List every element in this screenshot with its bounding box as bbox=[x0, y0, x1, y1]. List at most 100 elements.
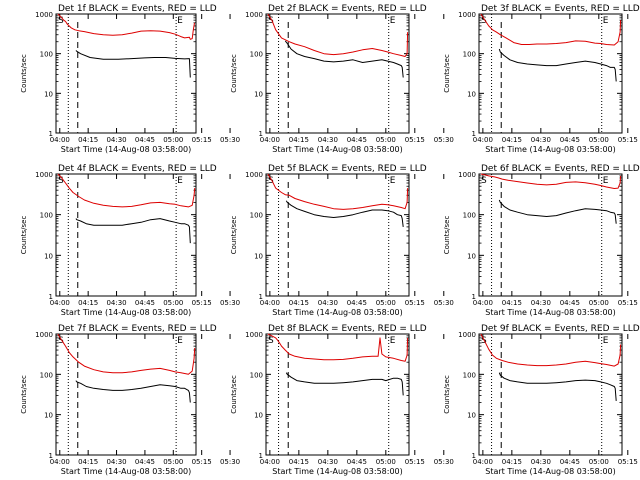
x-tick-label: 04:15 bbox=[78, 299, 98, 307]
y-tick-label: 10 bbox=[254, 90, 263, 98]
subplot-3: Det 3f BLACK = Events, RED = LLD Counts/s… bbox=[443, 4, 640, 154]
y-tick-label: 10 bbox=[44, 412, 53, 420]
y-tick-label: 1 bbox=[259, 130, 263, 138]
x-tick-label: 04:00 bbox=[260, 458, 280, 466]
series-line-lld bbox=[57, 13, 195, 40]
y-axis-label: Counts/sec bbox=[443, 216, 451, 255]
x-tick-label: 04:30 bbox=[318, 458, 338, 466]
x-tick-label: 04:15 bbox=[502, 136, 522, 144]
series-line-lld bbox=[57, 333, 196, 375]
y-tick-label: 1 bbox=[472, 452, 476, 460]
plot-frame bbox=[265, 173, 410, 297]
x-tick-label: 04:15 bbox=[289, 136, 309, 144]
subplot-6: Det 6f BLACK = Events, RED = LLD Counts/s… bbox=[443, 164, 640, 317]
subplot-8: Det 8f BLACK = Events, RED = LLD Counts/s… bbox=[230, 324, 454, 476]
plot-title: Det 5f BLACK = Events, RED = LLD bbox=[268, 164, 427, 174]
plot-title: Det 3f BLACK = Events, RED = LLD bbox=[481, 4, 640, 14]
x-axis-label: Start Time (14-Aug-08 03:58:00) bbox=[272, 467, 403, 476]
end-marker-label: E bbox=[390, 16, 396, 26]
end-marker-label: E bbox=[390, 336, 396, 346]
x-tick-label: 04:15 bbox=[502, 299, 522, 307]
x-tick-label: 05:00 bbox=[163, 299, 183, 307]
y-axis-label: Counts/sec bbox=[230, 54, 238, 93]
x-tick-label: 04:00 bbox=[50, 136, 70, 144]
y-axis-label: Counts/sec bbox=[20, 375, 28, 414]
plot-frame bbox=[55, 173, 197, 297]
start-marker-label: S bbox=[268, 336, 274, 346]
x-tick-label: 04:00 bbox=[473, 458, 493, 466]
x-tick-label: 05:00 bbox=[376, 299, 396, 307]
x-tick-label: 04:30 bbox=[318, 299, 338, 307]
y-axis-label: Counts/sec bbox=[230, 375, 238, 414]
x-tick-label: 05:00 bbox=[376, 136, 396, 144]
start-marker-label: S bbox=[481, 176, 487, 186]
x-tick-label: 04:15 bbox=[78, 458, 98, 466]
y-tick-label: 1000 bbox=[458, 331, 476, 339]
x-tick-label: 05:30 bbox=[220, 136, 240, 144]
series-line-lld bbox=[480, 173, 622, 189]
y-tick-label: 1 bbox=[49, 452, 53, 460]
x-tick-label: 04:00 bbox=[50, 299, 70, 307]
plot-title: Det 9f BLACK = Events, RED = LLD bbox=[481, 324, 640, 334]
end-marker-label: E bbox=[390, 176, 396, 186]
start-marker-label: S bbox=[58, 176, 64, 186]
y-tick-label: 100 bbox=[250, 51, 263, 59]
y-tick-label: 100 bbox=[250, 371, 263, 379]
y-tick-label: 1000 bbox=[35, 11, 53, 19]
y-tick-label: 10 bbox=[467, 412, 476, 420]
plot-frame bbox=[478, 13, 623, 134]
subplot-5: Det 5f BLACK = Events, RED = LLD Counts/s… bbox=[230, 164, 454, 317]
y-tick-label: 1000 bbox=[458, 171, 476, 179]
x-tick-label: 04:30 bbox=[531, 136, 551, 144]
end-marker-label: E bbox=[603, 16, 609, 26]
y-tick-label: 1000 bbox=[35, 331, 53, 339]
y-tick-label: 10 bbox=[44, 90, 53, 98]
x-tick-label: 05:00 bbox=[589, 136, 609, 144]
x-tick-label: 04:30 bbox=[106, 458, 126, 466]
plot-frame bbox=[55, 333, 197, 456]
x-axis-label: Start Time (14-Aug-08 03:58:00) bbox=[61, 467, 192, 476]
x-tick-label: 04:15 bbox=[502, 458, 522, 466]
start-marker-label: S bbox=[58, 16, 64, 26]
series-line-lld bbox=[267, 173, 409, 210]
y-tick-label: 10 bbox=[254, 252, 263, 260]
series-line-lld bbox=[267, 333, 409, 362]
y-tick-label: 100 bbox=[40, 371, 53, 379]
x-tick-label: 04:00 bbox=[50, 458, 70, 466]
series-line-events bbox=[285, 372, 404, 396]
y-tick-label: 100 bbox=[463, 51, 476, 59]
y-tick-label: 1 bbox=[49, 130, 53, 138]
plot-title: Det 2f BLACK = Events, RED = LLD bbox=[268, 4, 427, 14]
y-axis-label: Counts/sec bbox=[20, 216, 28, 255]
x-axis-label: Start Time (14-Aug-08 03:58:00) bbox=[61, 145, 192, 154]
x-tick-label: 04:30 bbox=[106, 299, 126, 307]
x-tick-label: 04:45 bbox=[347, 136, 367, 144]
y-tick-label: 1000 bbox=[245, 11, 263, 19]
end-marker-label: E bbox=[603, 336, 609, 346]
x-tick-label: 05:15 bbox=[405, 136, 425, 144]
x-tick-label: 05:00 bbox=[589, 299, 609, 307]
series-line-events bbox=[75, 380, 191, 403]
end-marker-label: E bbox=[177, 16, 183, 26]
x-axis-label: Start Time (14-Aug-08 03:58:00) bbox=[485, 467, 616, 476]
plot-frame bbox=[265, 333, 410, 456]
x-tick-label: 04:00 bbox=[260, 136, 280, 144]
y-tick-label: 100 bbox=[250, 212, 263, 220]
y-tick-label: 10 bbox=[467, 90, 476, 98]
x-tick-label: 05:30 bbox=[434, 299, 454, 307]
start-marker-label: S bbox=[268, 16, 274, 26]
series-line-lld bbox=[480, 333, 622, 367]
series-line-events bbox=[498, 48, 617, 82]
x-tick-label: 04:00 bbox=[260, 299, 280, 307]
x-tick-label: 05:00 bbox=[376, 458, 396, 466]
x-tick-label: 04:45 bbox=[135, 299, 155, 307]
y-tick-label: 100 bbox=[463, 212, 476, 220]
x-tick-label: 04:45 bbox=[560, 136, 580, 144]
y-tick-label: 1 bbox=[472, 130, 476, 138]
x-tick-label: 05:15 bbox=[618, 136, 638, 144]
x-tick-label: 05:15 bbox=[192, 458, 212, 466]
series-line-events bbox=[75, 50, 191, 78]
series-line-lld bbox=[57, 173, 196, 208]
x-tick-label: 05:15 bbox=[618, 458, 638, 466]
plot-title: Det 6f BLACK = Events, RED = LLD bbox=[481, 164, 640, 174]
